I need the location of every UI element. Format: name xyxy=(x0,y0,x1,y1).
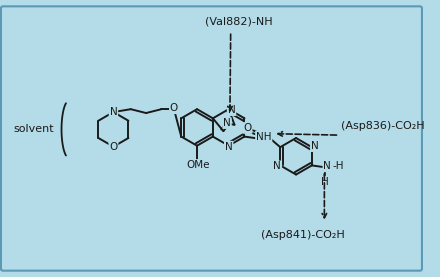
Text: O: O xyxy=(243,123,252,133)
Text: (Val882)-NH: (Val882)-NH xyxy=(205,17,272,27)
Text: solvent: solvent xyxy=(14,124,54,134)
Text: N: N xyxy=(227,105,235,115)
Text: O: O xyxy=(109,142,117,152)
Text: O: O xyxy=(170,103,178,113)
Text: N: N xyxy=(311,141,319,151)
Text: NH: NH xyxy=(256,132,271,142)
Text: H: H xyxy=(322,177,329,187)
Text: N: N xyxy=(223,118,231,128)
Text: N: N xyxy=(323,161,331,171)
Text: (Asp841)-CO₂H: (Asp841)-CO₂H xyxy=(261,230,345,240)
Text: OMe: OMe xyxy=(186,160,210,170)
Text: (Asp836)-CO₂H: (Asp836)-CO₂H xyxy=(341,120,425,130)
Text: N: N xyxy=(110,107,117,117)
Text: N: N xyxy=(225,142,233,152)
FancyBboxPatch shape xyxy=(1,6,422,271)
Text: -H: -H xyxy=(332,161,344,171)
Text: N: N xyxy=(274,161,281,171)
